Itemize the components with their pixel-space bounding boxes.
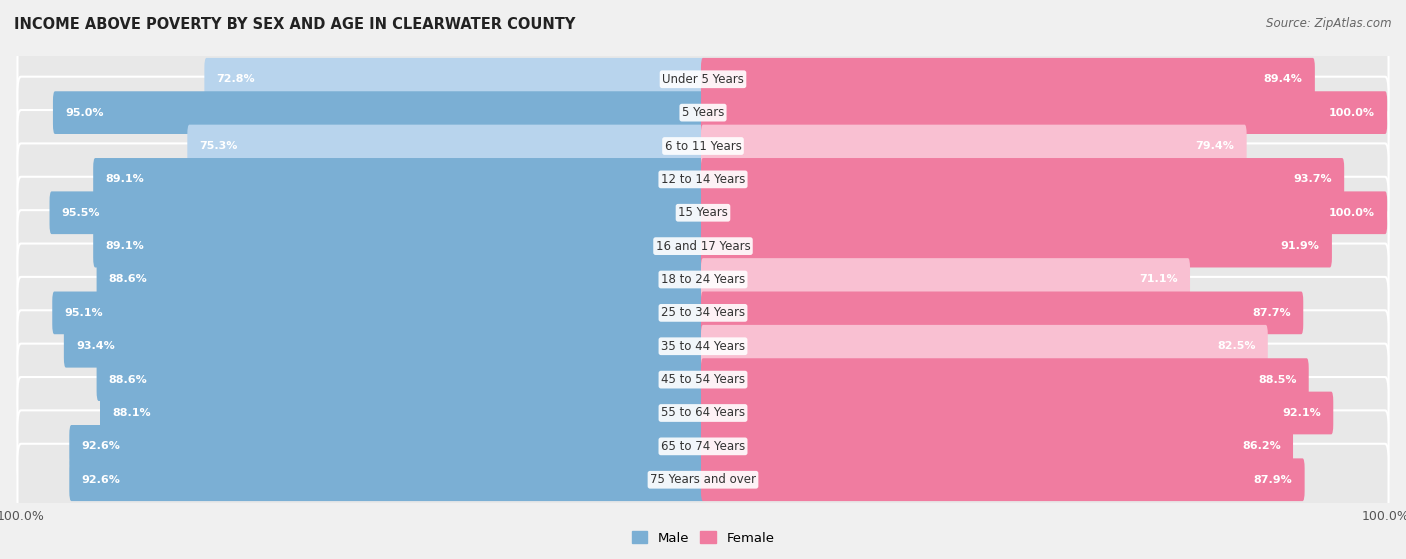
Text: 88.5%: 88.5% [1258, 375, 1296, 385]
Text: 18 to 24 Years: 18 to 24 Years [661, 273, 745, 286]
FancyBboxPatch shape [17, 310, 1389, 382]
Text: 89.1%: 89.1% [105, 174, 145, 184]
Text: Source: ZipAtlas.com: Source: ZipAtlas.com [1267, 17, 1392, 30]
Text: 93.4%: 93.4% [76, 341, 115, 351]
Text: 92.6%: 92.6% [82, 442, 121, 451]
FancyBboxPatch shape [204, 58, 704, 101]
FancyBboxPatch shape [17, 444, 1389, 516]
FancyBboxPatch shape [97, 258, 704, 301]
Text: 87.9%: 87.9% [1254, 475, 1292, 485]
Text: 89.1%: 89.1% [105, 241, 145, 251]
Text: 89.4%: 89.4% [1264, 74, 1302, 84]
Text: 100.0%: 100.0% [1329, 108, 1375, 117]
FancyBboxPatch shape [17, 377, 1389, 449]
Text: 25 to 34 Years: 25 to 34 Years [661, 306, 745, 319]
Text: 45 to 54 Years: 45 to 54 Years [661, 373, 745, 386]
Text: 82.5%: 82.5% [1218, 341, 1256, 351]
Legend: Male, Female: Male, Female [626, 526, 780, 550]
FancyBboxPatch shape [187, 125, 704, 167]
FancyBboxPatch shape [17, 410, 1389, 482]
FancyBboxPatch shape [97, 358, 704, 401]
FancyBboxPatch shape [100, 392, 704, 434]
Text: 12 to 14 Years: 12 to 14 Years [661, 173, 745, 186]
FancyBboxPatch shape [702, 392, 1333, 434]
FancyBboxPatch shape [63, 325, 704, 368]
FancyBboxPatch shape [702, 91, 1388, 134]
FancyBboxPatch shape [702, 58, 1315, 101]
Text: 5 Years: 5 Years [682, 106, 724, 119]
FancyBboxPatch shape [52, 291, 704, 334]
Text: 88.6%: 88.6% [108, 375, 148, 385]
Text: Under 5 Years: Under 5 Years [662, 73, 744, 86]
FancyBboxPatch shape [17, 177, 1389, 249]
Text: 71.1%: 71.1% [1139, 274, 1178, 285]
Text: 95.1%: 95.1% [65, 308, 103, 318]
Text: 88.6%: 88.6% [108, 274, 148, 285]
FancyBboxPatch shape [93, 225, 704, 268]
FancyBboxPatch shape [702, 258, 1189, 301]
Text: 65 to 74 Years: 65 to 74 Years [661, 440, 745, 453]
Text: 75 Years and over: 75 Years and over [650, 473, 756, 486]
FancyBboxPatch shape [17, 344, 1389, 415]
Text: 86.2%: 86.2% [1241, 442, 1281, 451]
FancyBboxPatch shape [53, 91, 704, 134]
FancyBboxPatch shape [702, 325, 1268, 368]
Text: 15 Years: 15 Years [678, 206, 728, 219]
FancyBboxPatch shape [49, 191, 704, 234]
FancyBboxPatch shape [17, 210, 1389, 282]
FancyBboxPatch shape [702, 125, 1247, 167]
Text: 6 to 11 Years: 6 to 11 Years [665, 140, 741, 153]
FancyBboxPatch shape [17, 77, 1389, 149]
FancyBboxPatch shape [17, 110, 1389, 182]
FancyBboxPatch shape [702, 191, 1388, 234]
Text: 79.4%: 79.4% [1195, 141, 1234, 151]
FancyBboxPatch shape [17, 244, 1389, 315]
Text: 88.1%: 88.1% [112, 408, 150, 418]
FancyBboxPatch shape [17, 144, 1389, 215]
FancyBboxPatch shape [17, 43, 1389, 115]
Text: 55 to 64 Years: 55 to 64 Years [661, 406, 745, 419]
FancyBboxPatch shape [702, 458, 1305, 501]
FancyBboxPatch shape [702, 158, 1344, 201]
Text: 95.5%: 95.5% [62, 208, 100, 218]
FancyBboxPatch shape [17, 277, 1389, 349]
FancyBboxPatch shape [702, 291, 1303, 334]
Text: 91.9%: 91.9% [1281, 241, 1320, 251]
FancyBboxPatch shape [69, 425, 704, 468]
FancyBboxPatch shape [702, 425, 1294, 468]
Text: 100.0%: 100.0% [1329, 208, 1375, 218]
Text: 95.0%: 95.0% [65, 108, 104, 117]
Text: 92.6%: 92.6% [82, 475, 121, 485]
FancyBboxPatch shape [69, 458, 704, 501]
Text: 75.3%: 75.3% [200, 141, 238, 151]
Text: 16 and 17 Years: 16 and 17 Years [655, 240, 751, 253]
FancyBboxPatch shape [702, 225, 1331, 268]
FancyBboxPatch shape [702, 358, 1309, 401]
FancyBboxPatch shape [93, 158, 704, 201]
Text: 87.7%: 87.7% [1253, 308, 1291, 318]
Text: 93.7%: 93.7% [1294, 174, 1331, 184]
Text: INCOME ABOVE POVERTY BY SEX AND AGE IN CLEARWATER COUNTY: INCOME ABOVE POVERTY BY SEX AND AGE IN C… [14, 17, 575, 32]
Text: 92.1%: 92.1% [1282, 408, 1322, 418]
Text: 35 to 44 Years: 35 to 44 Years [661, 340, 745, 353]
Text: 72.8%: 72.8% [217, 74, 256, 84]
